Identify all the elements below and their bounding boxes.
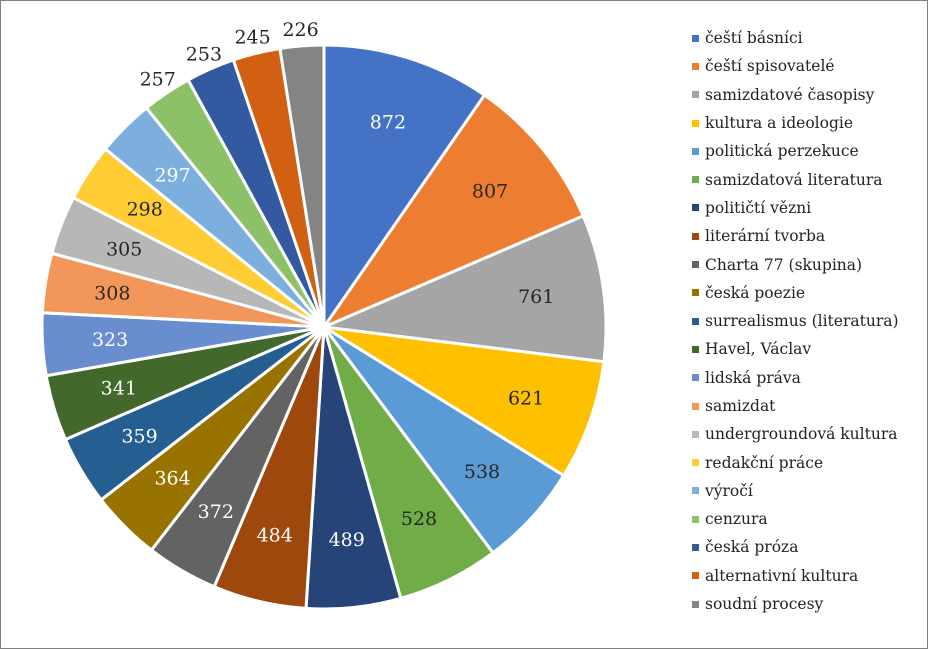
legend-label: Charta 77 (skupina) <box>705 255 863 274</box>
legend-label: undergroundová kultura <box>705 425 898 444</box>
legend-label: česká próza <box>705 538 799 557</box>
legend-swatch <box>692 91 699 99</box>
slice-value-label: 872 <box>370 111 406 133</box>
legend-label: alternativní kultura <box>705 566 859 585</box>
legend-item: samizdat <box>692 392 899 420</box>
legend-swatch <box>692 459 699 467</box>
pie-slice-21 <box>278 43 326 328</box>
legend-label: surrealismus (literatura) <box>705 312 899 331</box>
legend-item: čeští spisovatelé <box>692 52 899 80</box>
legend-item: samizdatová literatura <box>692 165 899 193</box>
legend-item: samizdatové časopisy <box>692 81 899 109</box>
legend-swatch <box>692 119 699 127</box>
legend-swatch <box>692 317 699 325</box>
legend-item: undergroundová kultura <box>692 420 899 448</box>
slice-value-label: 484 <box>257 525 293 547</box>
legend-item: surrealismus (literatura) <box>692 307 899 335</box>
legend-item: cenzura <box>692 505 899 533</box>
legend-item: kultura a ideologie <box>692 109 899 137</box>
legend: čeští básníci čeští spisovatelé samizdatov… <box>692 24 899 618</box>
legend-item: literární tvorba <box>692 222 899 250</box>
slice-value-label: 761 <box>518 286 554 308</box>
legend-item: redakční práce <box>692 448 899 476</box>
slice-value-label: 807 <box>472 180 508 202</box>
legend-swatch <box>692 261 699 269</box>
slice-value-label: 257 <box>140 69 176 91</box>
legend-item: alternativní kultura <box>692 562 899 590</box>
legend-swatch <box>692 430 699 438</box>
legend-label: čeští spisovatelé <box>705 57 835 76</box>
legend-item: političtí vězni <box>692 194 899 222</box>
legend-swatch <box>692 600 699 608</box>
pie-slice-4 <box>323 325 606 478</box>
slice-value-label: 308 <box>94 282 130 304</box>
pie-slice-2 <box>319 93 586 331</box>
slice-value-label: 323 <box>92 329 128 351</box>
legend-swatch <box>692 204 699 212</box>
slice-value-label: 364 <box>154 468 190 490</box>
legend-swatch <box>692 62 699 70</box>
legend-swatch <box>692 34 699 42</box>
legend-label: redakční práce <box>705 453 824 472</box>
legend-label: političtí vězni <box>705 198 812 217</box>
slice-value-label: 341 <box>101 378 137 400</box>
legend-label: samizdatové časopisy <box>705 85 875 104</box>
legend-label: cenzura <box>705 510 768 529</box>
legend-swatch <box>692 176 699 184</box>
legend-label: výročí <box>705 481 753 500</box>
legend-swatch <box>692 374 699 382</box>
slice-value-label: 305 <box>106 238 142 260</box>
legend-item: Charta 77 (skupina) <box>692 250 899 278</box>
legend-item: soudní procesy <box>692 590 899 618</box>
legend-label: samizdatová literatura <box>705 170 883 189</box>
legend-item: výročí <box>692 477 899 505</box>
slice-value-label: 297 <box>154 164 190 186</box>
legend-label: samizdat <box>705 397 776 415</box>
pie-slice-3 <box>318 213 608 364</box>
legend-label: kultura a ideologie <box>705 114 854 133</box>
legend-label: lidská práva <box>705 368 801 387</box>
legend-label: čeští básníci <box>705 29 803 48</box>
legend-label: česká poezie <box>705 283 806 302</box>
slice-value-label: 621 <box>508 387 544 409</box>
legend-swatch <box>692 515 699 523</box>
legend-swatch <box>692 487 699 495</box>
legend-swatch <box>692 572 699 580</box>
legend-swatch <box>692 232 699 240</box>
legend-item: lidská práva <box>692 364 899 392</box>
legend-swatch <box>692 543 699 551</box>
legend-swatch <box>692 289 699 297</box>
legend-label: politická perzekuce <box>705 142 859 161</box>
slice-value-label: 245 <box>234 27 270 49</box>
slice-value-label: 538 <box>464 461 500 483</box>
legend-label: soudní procesy <box>705 595 824 614</box>
legend-swatch <box>692 402 699 410</box>
legend-item: čeští básníci <box>692 24 899 52</box>
slice-value-label: 253 <box>186 43 222 65</box>
slice-value-label: 528 <box>401 508 437 530</box>
legend-item: česká poezie <box>692 279 899 307</box>
slice-value-label: 489 <box>329 529 365 551</box>
pie-slice-1 <box>322 43 487 332</box>
legend-item: politická perzekuce <box>692 137 899 165</box>
legend-swatch <box>692 147 699 155</box>
legend-item: Havel, Václav <box>692 335 899 363</box>
legend-label: Havel, Václav <box>705 340 812 359</box>
slice-value-label: 298 <box>127 199 163 221</box>
slice-value-label: 359 <box>121 425 157 447</box>
legend-swatch <box>692 345 699 353</box>
slice-value-label: 226 <box>282 19 318 41</box>
legend-label: literární tvorba <box>705 227 826 246</box>
legend-item: česká próza <box>692 533 899 561</box>
slice-value-label: 372 <box>198 501 234 523</box>
